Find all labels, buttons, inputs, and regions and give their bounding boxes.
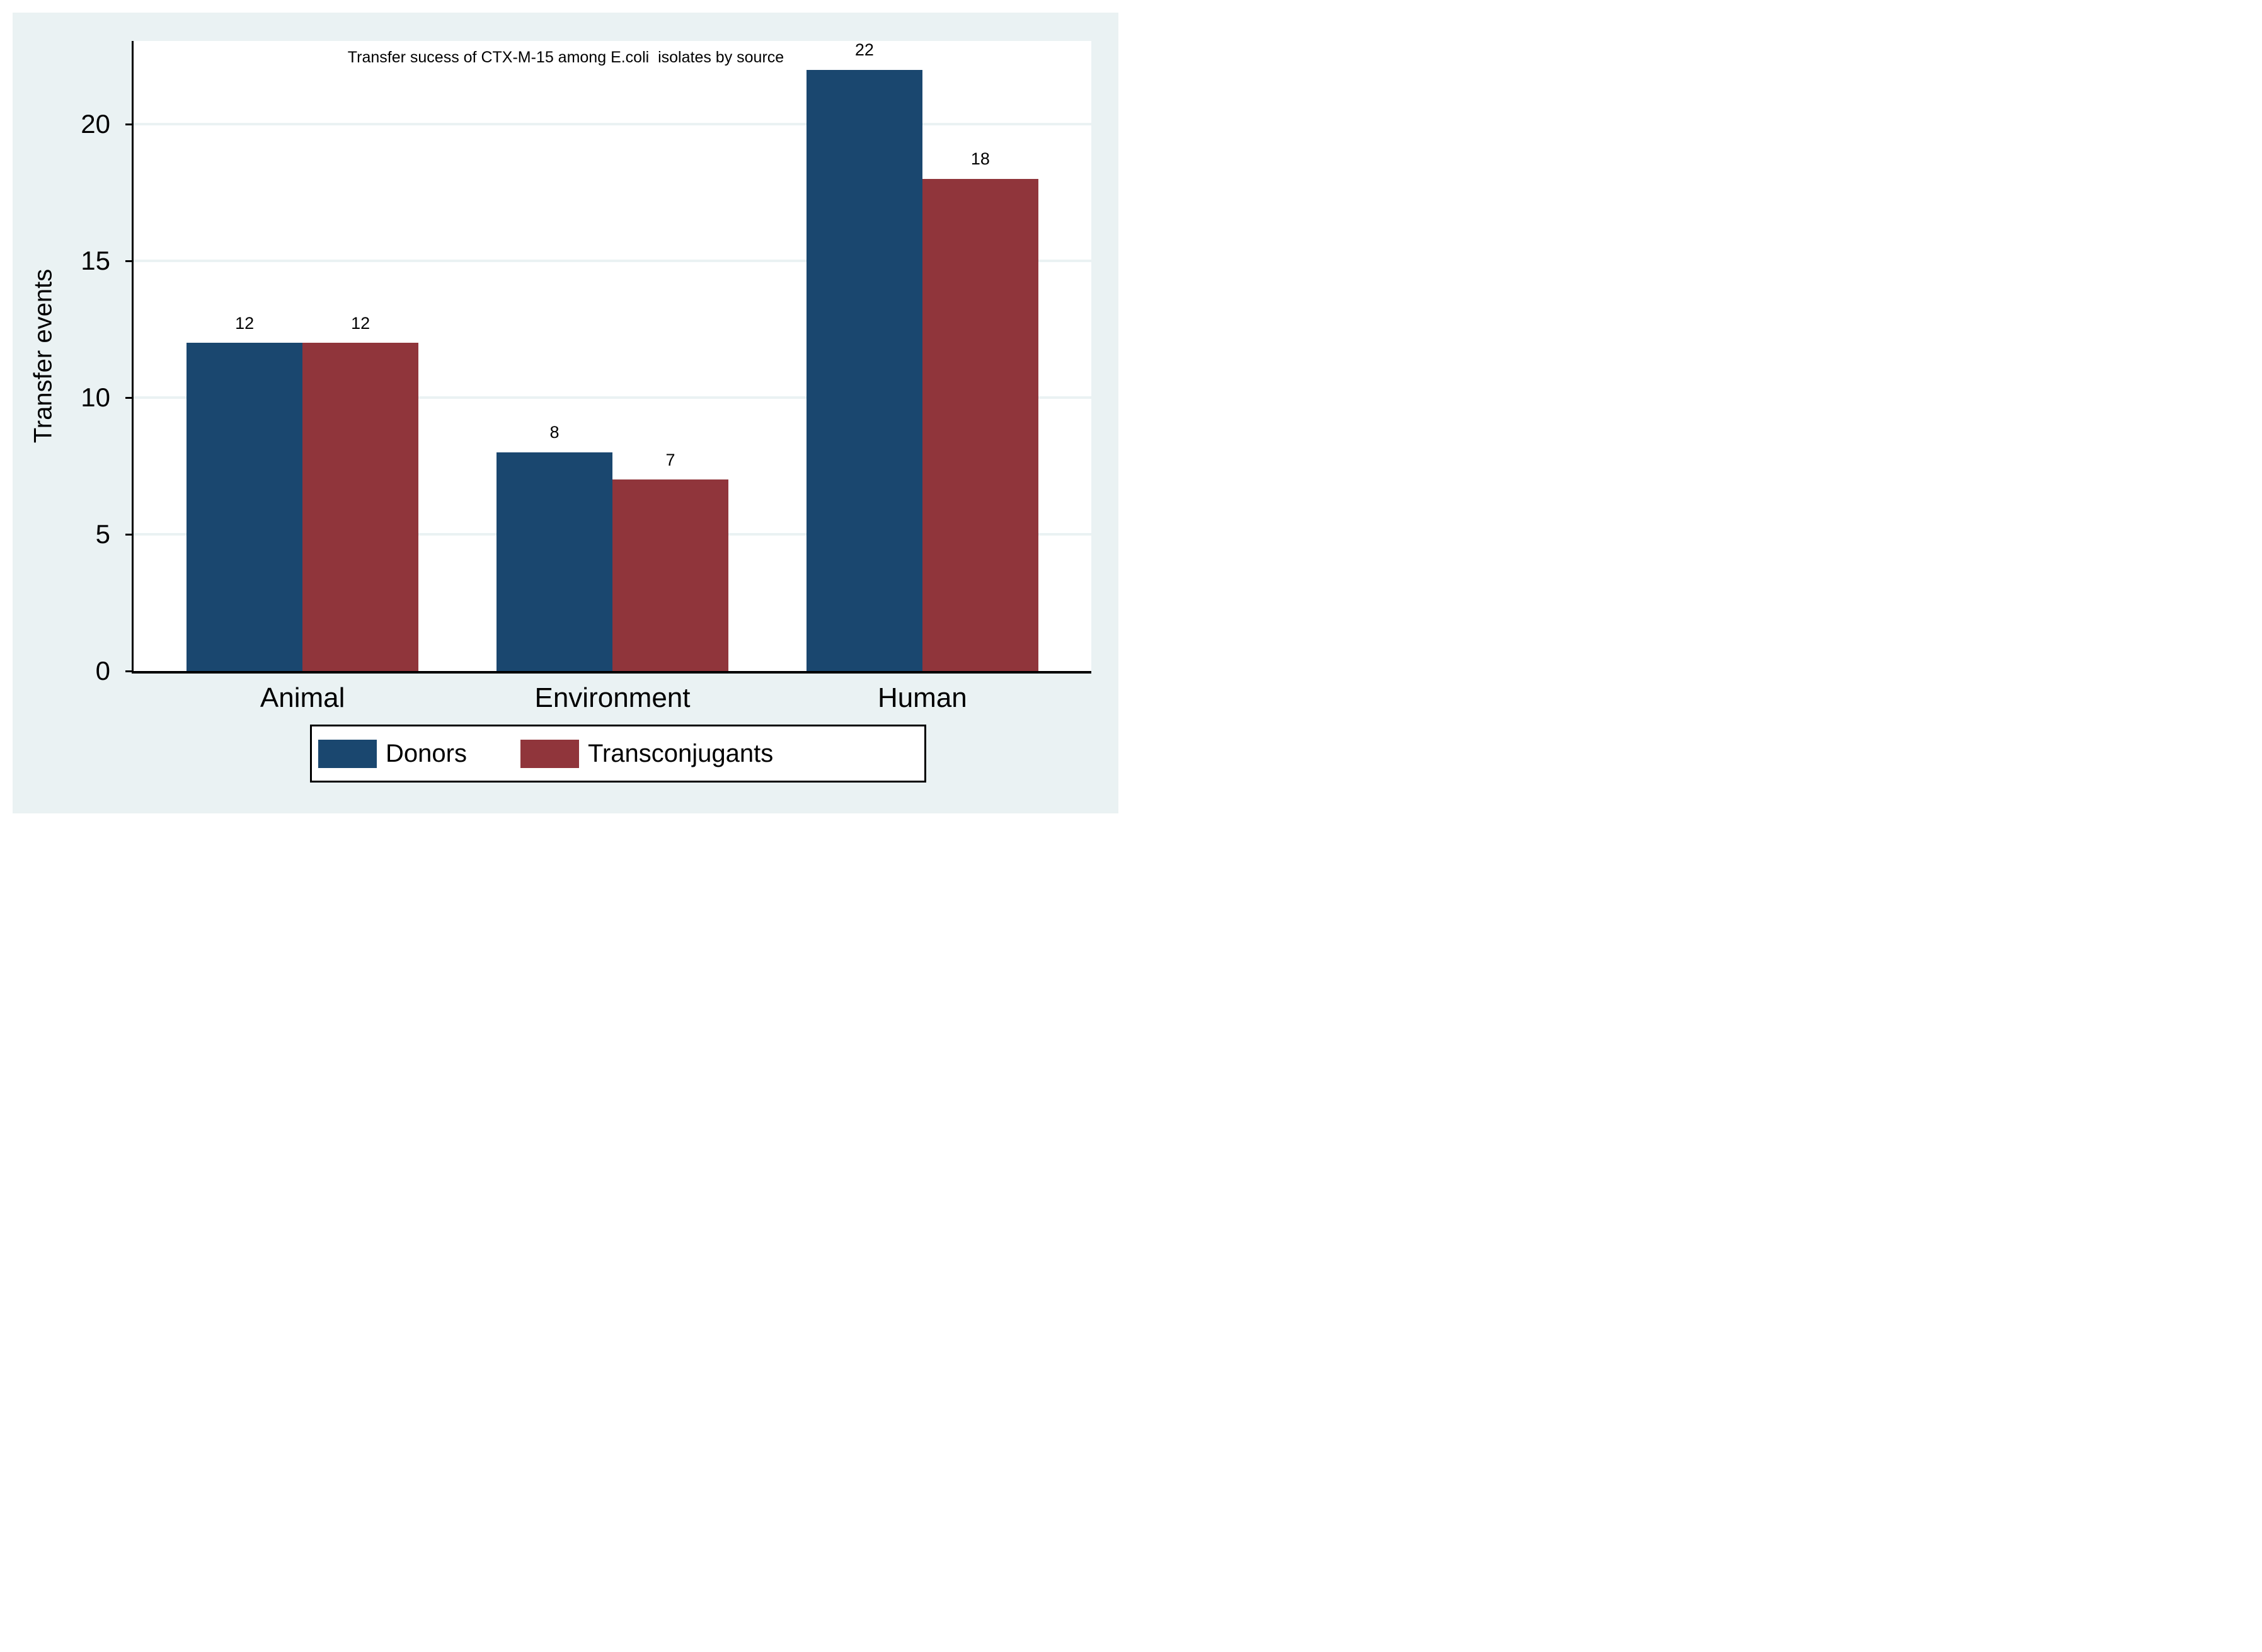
y-tick bbox=[125, 260, 132, 262]
gridline bbox=[134, 396, 1091, 399]
bar-transconjugants-human bbox=[922, 179, 1038, 671]
y-axis-title: Transfer events bbox=[29, 268, 57, 444]
bar-donors-environment bbox=[497, 452, 612, 671]
category-label-environment: Environment bbox=[534, 682, 691, 713]
legend: Donors Transconjugants bbox=[310, 725, 926, 783]
bar-transconjugants-environment bbox=[612, 479, 728, 671]
bar-value-label: 12 bbox=[235, 313, 255, 333]
y-tick-label: 5 bbox=[95, 519, 110, 549]
legend-label-donors: Donors bbox=[386, 739, 467, 767]
gridline bbox=[134, 260, 1091, 263]
category-label-animal: Animal bbox=[260, 682, 345, 713]
bar-value-label: 12 bbox=[351, 313, 370, 333]
y-axis-line bbox=[132, 41, 134, 674]
gridline bbox=[134, 123, 1091, 126]
legend-swatch-donors bbox=[318, 739, 377, 768]
bar-transconjugants-animal bbox=[302, 343, 419, 671]
y-tick bbox=[125, 670, 132, 672]
y-tick bbox=[125, 396, 132, 399]
bar-value-label: 22 bbox=[854, 40, 874, 59]
x-axis-line bbox=[132, 671, 1091, 674]
graph-area: 12 12 8 7 22 18 Transfer sucess of CTX-M-15 a… bbox=[13, 13, 1118, 813]
figure-canvas: 12 12 8 7 22 18 Transfer sucess of CTX-M-15 a… bbox=[0, 0, 1131, 826]
bar-value-label: 8 bbox=[549, 423, 560, 442]
bar-value-label: 7 bbox=[665, 450, 675, 469]
category-label-human: Human bbox=[877, 682, 967, 713]
chart-title: Transfer sucess of CTX-M-15 among E.coli… bbox=[347, 49, 784, 66]
bar-donors-animal bbox=[187, 343, 303, 671]
y-tick bbox=[125, 123, 132, 125]
bar-value-label: 18 bbox=[970, 149, 990, 169]
y-tick-label: 20 bbox=[81, 109, 110, 139]
legend-label-transconjugants: Transconjugants bbox=[587, 739, 774, 767]
plot-area: 12 12 8 7 22 18 bbox=[134, 40, 1091, 671]
y-tick-label: 0 bbox=[95, 656, 110, 685]
y-tick-label: 15 bbox=[81, 246, 110, 276]
y-tick bbox=[125, 533, 132, 536]
bar-donors-human bbox=[806, 69, 922, 671]
y-tick-label: 10 bbox=[81, 382, 110, 413]
legend-swatch-transconjugants bbox=[520, 739, 579, 768]
